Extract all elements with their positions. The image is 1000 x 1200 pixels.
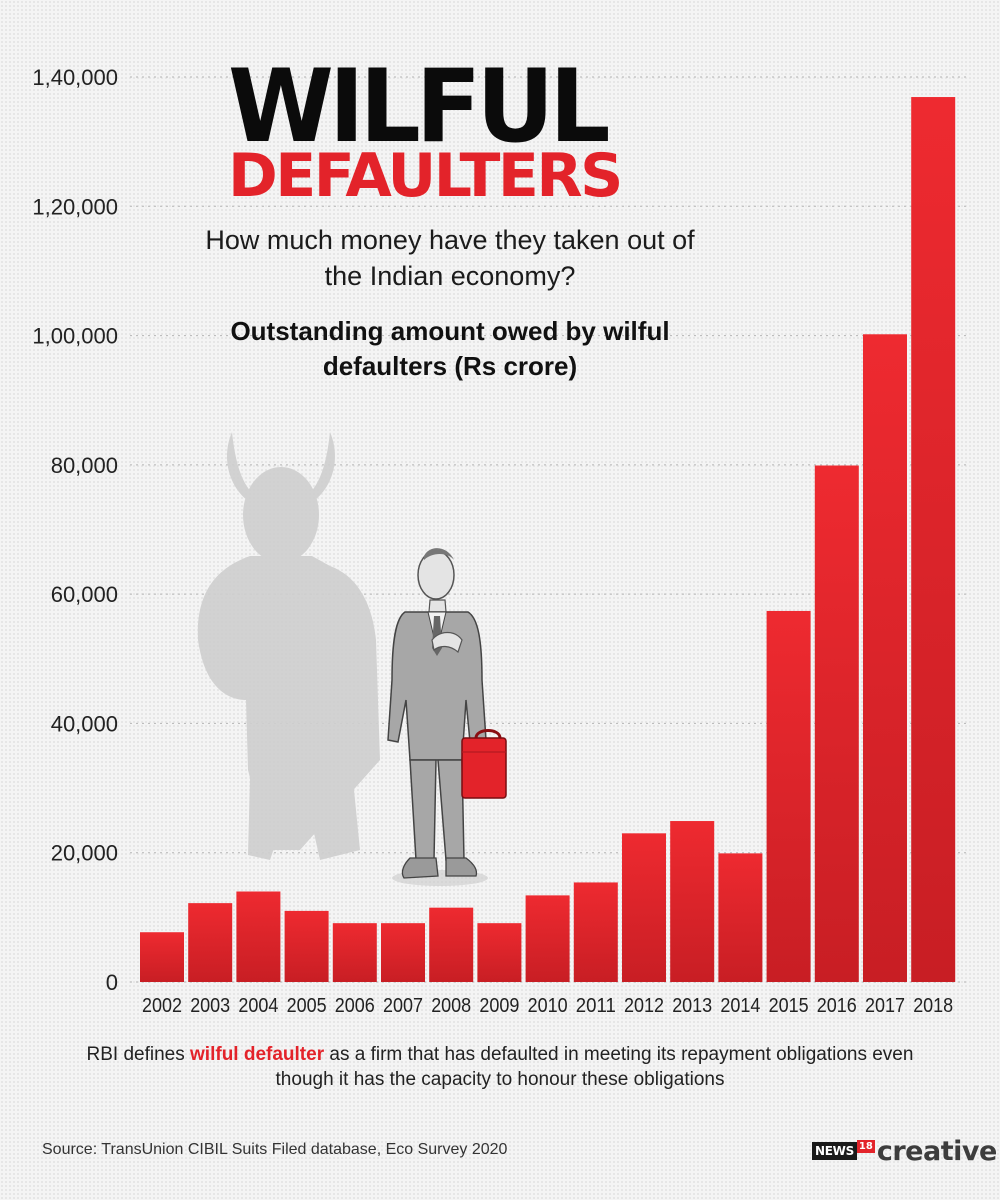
x-tick-label: 2006 bbox=[335, 995, 375, 1017]
news18-creative-logo: NEWS 18 creative bbox=[812, 1135, 997, 1167]
x-tick-label: 2010 bbox=[528, 995, 568, 1017]
bar-2010 bbox=[525, 895, 570, 982]
logo-news: NEWS bbox=[812, 1142, 857, 1160]
source-note: Source: TransUnion CIBIL Suits Filed dat… bbox=[42, 1141, 508, 1158]
x-tick-label: 2009 bbox=[479, 995, 519, 1017]
bar-2011 bbox=[573, 882, 618, 982]
bar-2008 bbox=[429, 907, 474, 982]
x-tick-label: 2005 bbox=[287, 995, 327, 1017]
y-tick-label: 1,40,000 bbox=[32, 65, 118, 90]
x-tick-label: 2002 bbox=[142, 995, 182, 1017]
y-tick-label: 1,00,000 bbox=[32, 324, 118, 349]
bar-2018 bbox=[911, 97, 956, 982]
y-tick-label: 20,000 bbox=[51, 841, 118, 866]
subtitle: How much money have they taken out of th… bbox=[205, 225, 695, 291]
x-tick-label: 2017 bbox=[865, 995, 905, 1017]
bar-2017 bbox=[863, 334, 907, 982]
logo-creative: creative bbox=[876, 1135, 997, 1167]
title-defaulters: DEFAULTERS bbox=[228, 141, 623, 211]
x-tick-label: 2015 bbox=[769, 995, 809, 1017]
x-tick-label: 2013 bbox=[672, 995, 712, 1017]
y-tick-label: 1,20,000 bbox=[32, 194, 118, 219]
bar-2003 bbox=[188, 903, 233, 982]
y-tick-label: 0 bbox=[106, 970, 118, 995]
bar-2016 bbox=[814, 465, 859, 983]
x-tick-label: 2008 bbox=[431, 995, 471, 1017]
bar-2004 bbox=[236, 891, 281, 982]
y-tick-label: 40,000 bbox=[51, 711, 118, 736]
footnote-highlight: wilful defaulter bbox=[190, 1044, 325, 1065]
chart-heading: Outstanding amount owed by wilful defaul… bbox=[230, 316, 670, 381]
x-tick-label: 2004 bbox=[238, 995, 278, 1017]
bar-2007 bbox=[381, 923, 425, 982]
bar-2009 bbox=[477, 923, 522, 982]
title-wilful: WILFUL bbox=[228, 47, 610, 166]
bar-2005 bbox=[284, 910, 329, 982]
x-tick-label: 2003 bbox=[190, 995, 230, 1017]
bar-2012 bbox=[622, 833, 666, 982]
y-tick-label: 60,000 bbox=[51, 582, 118, 607]
businessman-illustration bbox=[387, 548, 507, 886]
bar-2014 bbox=[718, 853, 763, 982]
x-tick-label: 2011 bbox=[576, 995, 616, 1017]
x-tick-label: 2007 bbox=[383, 995, 423, 1017]
y-tick-label: 80,000 bbox=[51, 453, 118, 478]
x-tick-label: 2014 bbox=[720, 995, 760, 1017]
bar-2006 bbox=[332, 923, 377, 982]
footnote-before: RBI defines bbox=[86, 1044, 191, 1065]
x-tick-label: 2012 bbox=[624, 995, 664, 1017]
bar-2002 bbox=[140, 932, 184, 982]
x-tick-label: 2016 bbox=[817, 995, 857, 1017]
footnote: RBI defines wilful defaulter as a firm t… bbox=[60, 1042, 940, 1092]
bar-2013 bbox=[670, 821, 715, 982]
devil-shadow-illustration bbox=[197, 432, 380, 860]
x-tick-label: 2018 bbox=[913, 995, 953, 1017]
bar-2015 bbox=[766, 610, 811, 982]
logo-number: 18 bbox=[856, 1139, 875, 1153]
footnote-after: as a firm that has defaulted in meeting … bbox=[275, 1044, 914, 1090]
